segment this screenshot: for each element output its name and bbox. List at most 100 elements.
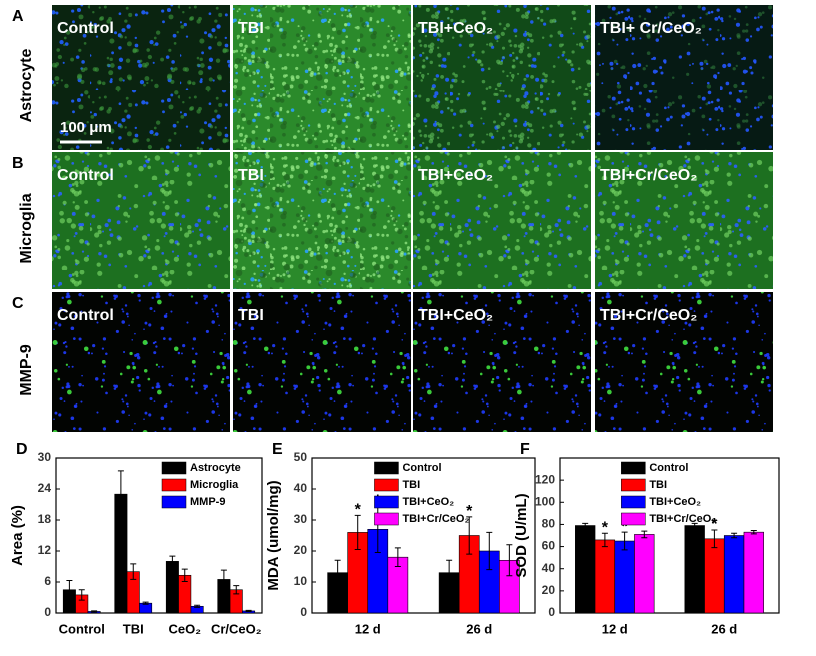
panel-letter: E	[272, 441, 283, 458]
bar	[575, 525, 596, 614]
x-tick-label: 26 d	[711, 621, 737, 636]
column-label: TBI	[238, 167, 264, 184]
significance-mark: *	[355, 502, 362, 519]
x-tick-label: CeO₂	[168, 621, 201, 636]
error-bar	[233, 585, 240, 595]
legend-label: TBI+Cr/CeO₂	[649, 513, 716, 525]
legend-label: Control	[649, 462, 688, 474]
y-tick-label: 20	[542, 583, 556, 597]
bar	[594, 539, 616, 614]
error-bar	[142, 601, 149, 605]
column-label: Control	[57, 20, 114, 37]
y-tick-label: 100	[535, 494, 555, 508]
legend-label: MMP-9	[190, 496, 225, 508]
row-label: MMP-9	[18, 344, 35, 396]
error-bar	[711, 529, 718, 549]
micrograph	[413, 152, 591, 289]
error-bar	[354, 514, 361, 550]
error-bar	[506, 544, 513, 577]
bar	[743, 531, 764, 614]
x-tick-label: Cr/CeO₂	[211, 621, 262, 636]
legend-swatch	[374, 495, 399, 509]
legend-label: TBI	[402, 479, 420, 491]
panel-letter: D	[16, 441, 28, 458]
y-tick-label: 80	[542, 517, 556, 531]
y-tick-label: 30	[38, 450, 52, 464]
y-tick-label: 24	[38, 481, 52, 495]
significance-mark: *	[711, 516, 718, 533]
error-bar	[446, 559, 453, 586]
legend-swatch	[621, 461, 646, 475]
error-bar	[394, 547, 401, 567]
column-label: Control	[57, 167, 114, 184]
x-tick-label: TBI	[123, 621, 144, 636]
error-bar	[750, 530, 757, 535]
error-bar	[582, 522, 589, 529]
row-label: Astrocyte	[18, 49, 35, 123]
y-tick-label: 10	[294, 574, 308, 588]
panel-letter: B	[12, 155, 24, 172]
error-bar	[731, 532, 738, 539]
error-bar	[117, 470, 124, 518]
legend-label: Control	[402, 462, 441, 474]
error-bar	[66, 579, 73, 600]
legend-swatch	[374, 478, 399, 492]
micrograph	[413, 292, 591, 432]
column-label: TBI+Cr/CeO₂	[600, 307, 697, 324]
bar	[614, 540, 635, 614]
micrograph	[595, 292, 773, 432]
column-label: TBI+ Cr/CeO₂	[600, 20, 702, 37]
micrograph	[233, 152, 411, 289]
error-bar	[220, 569, 227, 590]
column-label: TBI	[238, 20, 264, 37]
legend-swatch	[621, 495, 646, 509]
column-label: TBI+CeO₂	[418, 167, 493, 184]
micrograph	[52, 5, 230, 150]
column-label: TBI+CeO₂	[418, 307, 493, 324]
micrograph	[233, 5, 411, 150]
column-label: TBI	[238, 307, 264, 324]
panel-letter: F	[520, 441, 530, 458]
scale-bar-label: 100 μm	[60, 119, 112, 136]
bar	[723, 535, 745, 614]
row-label: Microglia	[18, 193, 35, 263]
error-bar	[169, 555, 176, 567]
y-tick-label: 60	[542, 539, 556, 553]
column-label: Control	[57, 307, 114, 324]
column-label: TBI+CeO₂	[418, 20, 493, 37]
legend-swatch	[374, 512, 399, 526]
y-tick-label: 0	[548, 605, 555, 619]
y-axis-label: SOD (U/mL)	[513, 493, 530, 577]
micrograph	[233, 292, 411, 432]
panel-letter: C	[12, 295, 24, 312]
legend-label: Astrocyte	[190, 462, 241, 474]
y-tick-label: 18	[38, 512, 52, 526]
bar	[684, 525, 705, 614]
significance-mark: *	[621, 518, 628, 535]
error-bar	[245, 609, 252, 612]
x-tick-label: Control	[59, 621, 105, 636]
legend-label: TBI+CeO₂	[649, 496, 701, 508]
micrograph	[595, 152, 773, 289]
legend-swatch	[621, 512, 646, 526]
micrograph	[595, 5, 773, 150]
bar	[704, 538, 725, 614]
error-bar	[641, 530, 648, 539]
y-axis-label: Area (%)	[9, 505, 26, 566]
panel-letter: A	[12, 8, 24, 25]
legend-label: TBI+Cr/CeO₂	[402, 513, 469, 525]
micrograph	[52, 292, 230, 432]
plot-frame	[559, 457, 780, 614]
legend-label: TBI	[649, 479, 667, 491]
column-label: TBI+Cr/CeO₂	[600, 167, 697, 184]
error-bar	[691, 522, 698, 529]
error-bar	[601, 532, 608, 548]
micrograph	[413, 5, 591, 150]
y-tick-label: 0	[300, 605, 307, 619]
y-tick-label: 40	[294, 481, 308, 495]
y-axis-label: MDA (umol/mg)	[265, 480, 282, 590]
error-bar	[486, 531, 493, 571]
significance-mark: *	[466, 503, 473, 520]
error-bar	[621, 531, 628, 551]
plot-frame	[311, 457, 536, 614]
